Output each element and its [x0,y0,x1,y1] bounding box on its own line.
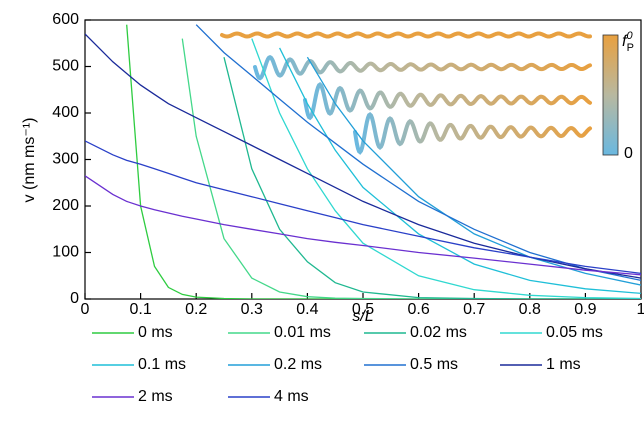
colorbar-label: f0 P [622,30,634,54]
x-tick-label: 0.6 [407,301,429,318]
colorbar-label-sub: P [627,42,634,54]
legend-label: 0.05 ms [546,324,603,341]
x-tick-label: 1 [637,301,644,318]
x-tick-label: 0.1 [129,301,151,318]
series-line [181,38,641,299]
y-tick-label: 300 [52,151,79,168]
legend-label: 0.2 ms [274,356,322,373]
x-tick-label: 0 [81,301,90,318]
filament [353,111,592,155]
filament [253,55,592,81]
y-tick-label: 500 [52,58,79,75]
x-tick-label: 0.5 [352,301,374,318]
legend-label: 0.5 ms [410,356,458,373]
x-axis-label: s/L [352,308,373,325]
y-axis-label: v (nm ms⁻¹) [21,118,38,203]
colorbar-label-main: f [622,33,628,50]
series-line [195,24,641,282]
y-tick-label: 400 [52,104,79,121]
legend-label: 0.02 ms [410,324,467,341]
inset-filaments [220,31,592,155]
x-tick-label: 0.3 [241,301,263,318]
colorbar-min-label: 0 [624,145,633,162]
filament [303,81,592,121]
series-line [251,38,641,299]
colorbar-label-sup: 0 [626,30,633,42]
plot-frame [84,19,642,300]
x-tick-label: 0.4 [296,301,318,318]
x-tick-label: 0.8 [519,301,541,318]
legend-label: 0 ms [138,324,173,341]
series-line [85,175,641,276]
legend-label: 0.01 ms [274,324,331,341]
x-tick-label: 0.9 [574,301,596,318]
legend-label: 2 ms [138,388,173,405]
series-line [85,140,641,275]
y-tick-label: 100 [52,244,79,261]
series-line [279,47,641,295]
legend-label: 0.1 ms [138,356,186,373]
legend-label: 4 ms [274,388,309,405]
colorbar [602,34,619,156]
y-tick-label: 600 [52,11,79,28]
y-tick-label: 200 [52,197,79,214]
legend-label: 1 ms [546,356,581,373]
y-tick-label: 0 [70,290,79,307]
series-line [85,33,641,279]
filament [220,31,592,39]
series-line [223,57,641,299]
x-tick-label: 0.7 [463,301,485,318]
x-tick-label: 0.2 [185,301,207,318]
series-line [126,24,641,299]
